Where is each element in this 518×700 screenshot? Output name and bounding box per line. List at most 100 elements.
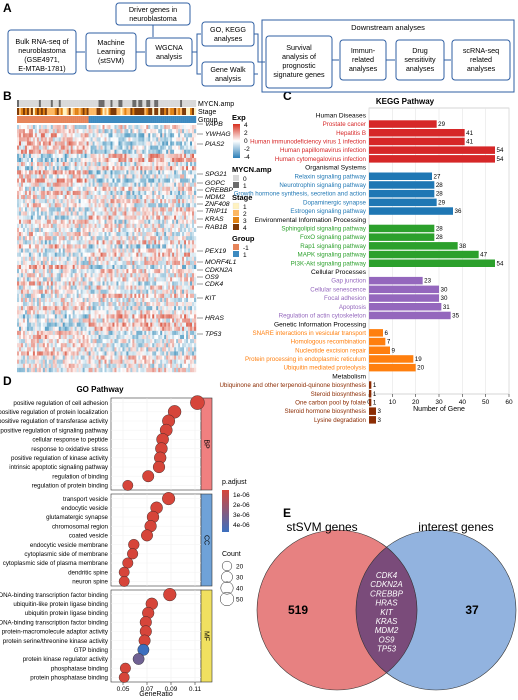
- heatmap-cell: [62, 264, 65, 270]
- heatmap-cell: [78, 162, 81, 167]
- heatmap-cell: [72, 211, 75, 216]
- heatmap-cell: [156, 190, 159, 196]
- heatmap-cell: [178, 297, 181, 303]
- heatmap-cell: [110, 277, 113, 282]
- heatmap-cell: [36, 252, 40, 257]
- heatmap-cell: [152, 289, 155, 294]
- heatmap-cell: [174, 306, 177, 311]
- heatmap-cell: [170, 273, 173, 278]
- heatmap-cell: [78, 141, 81, 146]
- heatmap-cell: [154, 129, 157, 134]
- heatmap-cell: [54, 182, 57, 187]
- heatmap-cell: [190, 248, 193, 253]
- heatmap-cell: [136, 273, 139, 278]
- heatmap-cell: [184, 137, 187, 142]
- heatmap-cell: [30, 297, 34, 303]
- heatmap-cell: [50, 133, 53, 138]
- heatmap-cell: [164, 244, 167, 249]
- heatmap-cell: [20, 133, 24, 138]
- heatmap-cell: [52, 264, 55, 270]
- heatmap-cell: [30, 293, 34, 299]
- heatmap-cell: [178, 153, 181, 159]
- heatmap-cell: [154, 186, 157, 192]
- heatmap-cell: [44, 326, 48, 332]
- heatmap-cell: [170, 293, 173, 299]
- heatmap-cell: [172, 256, 175, 262]
- heatmap-cell: [182, 157, 185, 163]
- heatmap-cell: [178, 248, 181, 253]
- heatmap-cell: [168, 260, 171, 266]
- heatmap-cell: [98, 170, 101, 175]
- heatmap-cell: [104, 178, 107, 183]
- heatmap-cell: [160, 211, 163, 216]
- heatmap-cell: [188, 326, 191, 332]
- heatmap-cell: [158, 215, 161, 220]
- heatmap-cell: [108, 330, 111, 336]
- heatmap-cell: [62, 248, 65, 253]
- heatmap-cell: [130, 141, 133, 146]
- heatmap-cell: [58, 178, 61, 183]
- heatmap-cell: [132, 178, 135, 183]
- heatmap-cell: [156, 285, 159, 290]
- heatmap-cell: [154, 236, 157, 241]
- heatmap-cell: [148, 326, 151, 332]
- heatmap-cell: [142, 297, 145, 303]
- heatmap-cell: [186, 264, 189, 270]
- bulk-rnaseq-line2: neuroblastoma: [18, 46, 66, 55]
- heatmap-cell: [134, 219, 137, 224]
- heatmap-cell: [148, 318, 151, 323]
- heatmap-cell: [58, 157, 61, 163]
- heatmap-cell: [100, 269, 103, 274]
- heatmap-cell: [182, 330, 185, 336]
- heatmap-cell: [82, 215, 85, 220]
- heatmap-cell: [22, 174, 26, 179]
- heatmap-cell: [120, 223, 123, 229]
- heatmap-cell: [90, 215, 93, 220]
- heatmap-cell: [128, 310, 131, 315]
- heatmap-cell: [88, 232, 91, 237]
- heatmap-cell: [62, 182, 65, 187]
- heatmap-cell: [152, 215, 155, 220]
- heatmap-cell: [92, 240, 95, 245]
- heatmap-cell: [96, 297, 99, 303]
- heatmap-cell: [94, 310, 97, 315]
- heatmap-cell: [48, 133, 52, 138]
- heatmap-cell: [62, 334, 65, 340]
- heatmap-cell: [150, 285, 153, 290]
- mycn-cell: [30, 100, 34, 107]
- heatmap-cell: [74, 141, 77, 146]
- heatmap-cell: [68, 199, 71, 204]
- heatmap-cell: [172, 125, 175, 130]
- stage-cell: [96, 108, 99, 115]
- heatmap-cell: [17, 248, 20, 253]
- heatmap-cell: [42, 207, 46, 212]
- heatmap-cell: [118, 186, 121, 192]
- heatmap-cell: [124, 244, 127, 249]
- heatmap-cell: [146, 297, 149, 303]
- heatmap-cell: [66, 310, 69, 315]
- group-cell: [188, 116, 191, 123]
- heatmap-cell: [134, 186, 137, 192]
- group-cell: [44, 116, 48, 123]
- heatmap-cell: [86, 141, 89, 146]
- heatmap-cell: [62, 153, 65, 159]
- heatmap-cell: [60, 194, 63, 200]
- heatmap-cell: [80, 306, 83, 311]
- heatmap-cell: [108, 314, 111, 319]
- heatmap-cell: [116, 125, 119, 130]
- heatmap-cell: [17, 260, 20, 266]
- heatmap-cell: [88, 314, 91, 319]
- heatmap-cell: [128, 219, 131, 224]
- heatmap-cell: [144, 330, 147, 336]
- heatmap-cell: [122, 129, 125, 134]
- heatmap-cell: [32, 170, 36, 175]
- heatmap-cell: [170, 264, 173, 270]
- heatmap-cell: [80, 244, 83, 249]
- heatmap-cell: [128, 244, 131, 249]
- heatmap-cell: [54, 334, 57, 340]
- heatmap-cell: [26, 182, 30, 187]
- heatmap-cell: [146, 149, 149, 155]
- heatmap-cell: [168, 232, 171, 237]
- heatmap-cell: [22, 141, 26, 146]
- heatmap-cell: [94, 199, 97, 204]
